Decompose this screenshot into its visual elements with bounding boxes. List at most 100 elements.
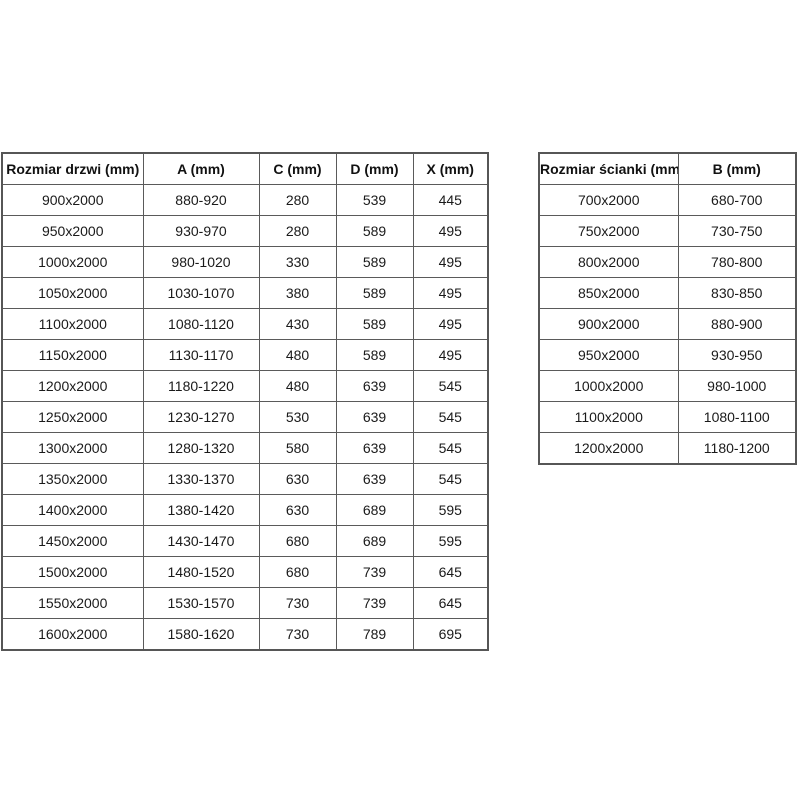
- table-cell: 689: [335, 494, 414, 526]
- table-cell: 545: [412, 401, 489, 433]
- table-cell: 1530-1570: [142, 587, 260, 619]
- table-cell: 1350x2000: [1, 463, 144, 495]
- table-cell: 1200x2000: [538, 432, 679, 465]
- table-cell: 1230-1270: [142, 401, 260, 433]
- table-row: 1400x2000 1380-1420 630 689 595: [1, 494, 489, 526]
- table-cell: 1400x2000: [1, 494, 144, 526]
- table-row: 1550x2000 1530-1570 730 739 645: [1, 587, 489, 619]
- table-cell: 900x2000: [538, 308, 679, 340]
- column-header: A (mm): [142, 152, 260, 185]
- table-cell: 1580-1620: [142, 618, 260, 651]
- table-cell: 1300x2000: [1, 432, 144, 464]
- table-cell: 589: [335, 308, 414, 340]
- column-header: B (mm): [677, 152, 797, 185]
- table-cell: 750x2000: [538, 215, 679, 247]
- table-cell: 730-750: [677, 215, 797, 247]
- table-cell: 495: [412, 246, 489, 278]
- table-cell: 545: [412, 432, 489, 464]
- table-cell: 639: [335, 432, 414, 464]
- table-cell: 1450x2000: [1, 525, 144, 557]
- table-cell: 589: [335, 215, 414, 247]
- table-cell: 1080-1120: [142, 308, 260, 340]
- table-cell: 730: [258, 618, 337, 651]
- table-cell: 850x2000: [538, 277, 679, 309]
- table-row: 750x2000 730-750: [538, 215, 797, 247]
- table-cell: 680: [258, 525, 337, 557]
- table-cell: 645: [412, 556, 489, 588]
- table-cell: 445: [412, 184, 489, 216]
- table-cell: 639: [335, 401, 414, 433]
- table-row: 1350x2000 1330-1370 630 639 545: [1, 463, 489, 495]
- table-cell: 1330-1370: [142, 463, 260, 495]
- column-header: Rozmiar drzwi (mm): [1, 152, 144, 185]
- table-cell: 1430-1470: [142, 525, 260, 557]
- column-header: Rozmiar ścianki (mm): [538, 152, 679, 185]
- table-cell: 739: [335, 556, 414, 588]
- table-cell: 1100x2000: [538, 401, 679, 433]
- column-header: D (mm): [335, 152, 414, 185]
- table-cell: 1130-1170: [142, 339, 260, 371]
- table-cell: 595: [412, 494, 489, 526]
- column-header: C (mm): [258, 152, 337, 185]
- table-cell: 880-900: [677, 308, 797, 340]
- table-row: 850x2000 830-850: [538, 277, 797, 309]
- table-row: 1200x2000 1180-1200: [538, 432, 797, 465]
- table-cell: 689: [335, 525, 414, 557]
- header-row: Rozmiar ścianki (mm) B (mm): [538, 152, 797, 185]
- table-cell: 1180-1220: [142, 370, 260, 402]
- table-row: 950x2000 930-970 280 589 495: [1, 215, 489, 247]
- table-cell: 1550x2000: [1, 587, 144, 619]
- table-cell: 280: [258, 215, 337, 247]
- table-row: 1050x2000 1030-1070 380 589 495: [1, 277, 489, 309]
- table-row: 1600x2000 1580-1620 730 789 695: [1, 618, 489, 651]
- table-cell: 1000x2000: [538, 370, 679, 402]
- table-cell: 1000x2000: [1, 246, 144, 278]
- table-row: 1450x2000 1430-1470 680 689 595: [1, 525, 489, 557]
- table-cell: 1280-1320: [142, 432, 260, 464]
- table-cell: 530: [258, 401, 337, 433]
- table-cell: 495: [412, 339, 489, 371]
- table-cell: 1150x2000: [1, 339, 144, 371]
- table-cell: 1500x2000: [1, 556, 144, 588]
- table-cell: 545: [412, 463, 489, 495]
- table-cell: 280: [258, 184, 337, 216]
- table-cell: 950x2000: [1, 215, 144, 247]
- table-cell: 595: [412, 525, 489, 557]
- table-row: 1500x2000 1480-1520 680 739 645: [1, 556, 489, 588]
- table-cell: 1030-1070: [142, 277, 260, 309]
- table-cell: 545: [412, 370, 489, 402]
- table-cell: 739: [335, 587, 414, 619]
- table-cell: 900x2000: [1, 184, 144, 216]
- table-cell: 1380-1420: [142, 494, 260, 526]
- door-size-table: Rozmiar drzwi (mm) A (mm) C (mm) D (mm) X (m…: [1, 152, 489, 651]
- wall-size-table: Rozmiar ścianki (mm) B (mm) 700x2000 680-70…: [538, 152, 797, 465]
- table-cell: 630: [258, 463, 337, 495]
- table-row: 1300x2000 1280-1320 580 639 545: [1, 432, 489, 464]
- table-row: 1150x2000 1130-1170 480 589 495: [1, 339, 489, 371]
- header-row: Rozmiar drzwi (mm) A (mm) C (mm) D (mm) X (m…: [1, 152, 489, 185]
- table-row: 1250x2000 1230-1270 530 639 545: [1, 401, 489, 433]
- table-cell: 930-970: [142, 215, 260, 247]
- table-cell: 789: [335, 618, 414, 651]
- table-cell: 930-950: [677, 339, 797, 371]
- table-cell: 630: [258, 494, 337, 526]
- table-cell: 680-700: [677, 184, 797, 216]
- table-row: 1100x2000 1080-1120 430 589 495: [1, 308, 489, 340]
- table-cell: 480: [258, 370, 337, 402]
- table-cell: 730: [258, 587, 337, 619]
- table-row: 950x2000 930-950: [538, 339, 797, 371]
- table-cell: 695: [412, 618, 489, 651]
- table-row: 1100x2000 1080-1100: [538, 401, 797, 433]
- table-cell: 639: [335, 463, 414, 495]
- table-cell: 880-920: [142, 184, 260, 216]
- table-cell: 950x2000: [538, 339, 679, 371]
- table-row: 700x2000 680-700: [538, 184, 797, 216]
- table-cell: 589: [335, 339, 414, 371]
- table-cell: 380: [258, 277, 337, 309]
- table-row: 1000x2000 980-1000: [538, 370, 797, 402]
- table-cell: 330: [258, 246, 337, 278]
- table-cell: 645: [412, 587, 489, 619]
- table-cell: 980-1020: [142, 246, 260, 278]
- table-cell: 1600x2000: [1, 618, 144, 651]
- table-row: 1000x2000 980-1020 330 589 495: [1, 246, 489, 278]
